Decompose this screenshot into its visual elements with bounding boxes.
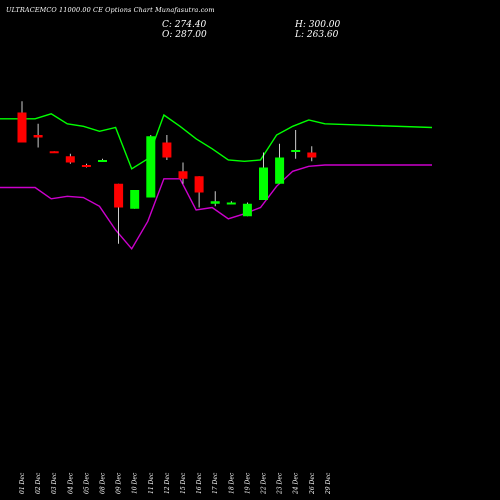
candle	[49, 151, 59, 154]
open-value: O: 287.00	[162, 30, 207, 40]
candle	[65, 153, 75, 164]
lower-band-line	[0, 164, 432, 251]
candle	[242, 202, 252, 217]
candle-body	[275, 157, 285, 184]
candle	[162, 135, 172, 160]
x-axis-ticks: 01 Dec 02 Dec 03 Dec 04 Dec 05 Dec 08 Dec 09 D…	[19, 472, 332, 495]
candle-body	[226, 202, 236, 205]
candle	[114, 183, 124, 244]
candle-body	[33, 135, 43, 138]
band-lines	[0, 113, 433, 251]
x-tick-label: 19 Dec	[244, 472, 251, 494]
candle	[275, 143, 285, 184]
x-tick-label: 18 Dec	[228, 472, 235, 494]
candle	[33, 123, 43, 148]
x-tick-label: 26 Dec	[309, 472, 316, 495]
candle-body	[162, 142, 172, 158]
x-tick-label: 12 Dec	[164, 472, 171, 494]
candle-body	[194, 176, 204, 193]
chart-title: ULTRACEMCO 11000.00 CE Options Chart Mun…	[6, 6, 215, 14]
candle-body	[49, 151, 59, 154]
candle-body	[65, 156, 75, 163]
candle-body	[307, 152, 317, 158]
candle	[194, 176, 204, 208]
x-tick-label: 09 Dec	[116, 472, 123, 494]
candle	[259, 152, 268, 200]
x-tick-label: 16 Dec	[196, 472, 203, 494]
x-tick-label: 22 Dec	[261, 472, 268, 495]
candle-body	[146, 136, 156, 198]
upper-band-line	[0, 113, 433, 170]
x-tick-label: 03 Dec	[51, 472, 58, 494]
candle-body	[242, 203, 252, 217]
x-tick-label: 29 Dec	[325, 472, 332, 495]
candle	[226, 201, 236, 205]
x-tick-label: 01 Dec	[19, 472, 26, 494]
x-tick-label: 05 Dec	[83, 472, 90, 494]
candle-body	[81, 165, 91, 167]
candle-body	[178, 171, 188, 179]
candle-body	[130, 190, 140, 209]
candle-body	[210, 201, 220, 204]
x-tick-label: 08 Dec	[100, 472, 107, 494]
x-tick-label: 24 Dec	[293, 472, 300, 495]
candlesticks	[17, 101, 317, 244]
candle	[130, 190, 140, 209]
candle-body	[98, 160, 107, 162]
x-tick-label: 23 Dec	[277, 472, 284, 495]
high-value: H: 300.00	[295, 20, 341, 30]
x-tick-label: 11 Dec	[148, 472, 155, 494]
close-value: C: 274.40	[162, 20, 207, 30]
candle	[146, 135, 156, 198]
candle	[81, 163, 91, 168]
candle-body	[259, 167, 268, 200]
x-tick-label: 02 Dec	[35, 472, 42, 494]
x-tick-label: 17 Dec	[212, 472, 219, 494]
candle	[307, 146, 317, 162]
x-tick-label: 04 Dec	[67, 472, 74, 494]
candle	[178, 162, 188, 184]
candle	[17, 101, 27, 143]
candle-body	[291, 150, 301, 152]
candle	[291, 130, 301, 159]
candle-body	[17, 112, 27, 143]
low-value: L: 263.60	[295, 30, 339, 40]
candle	[210, 191, 220, 207]
x-tick-label: 10 Dec	[132, 472, 139, 494]
candle	[98, 158, 107, 162]
x-tick-label: 15 Dec	[180, 472, 187, 494]
candle-body	[114, 183, 124, 208]
